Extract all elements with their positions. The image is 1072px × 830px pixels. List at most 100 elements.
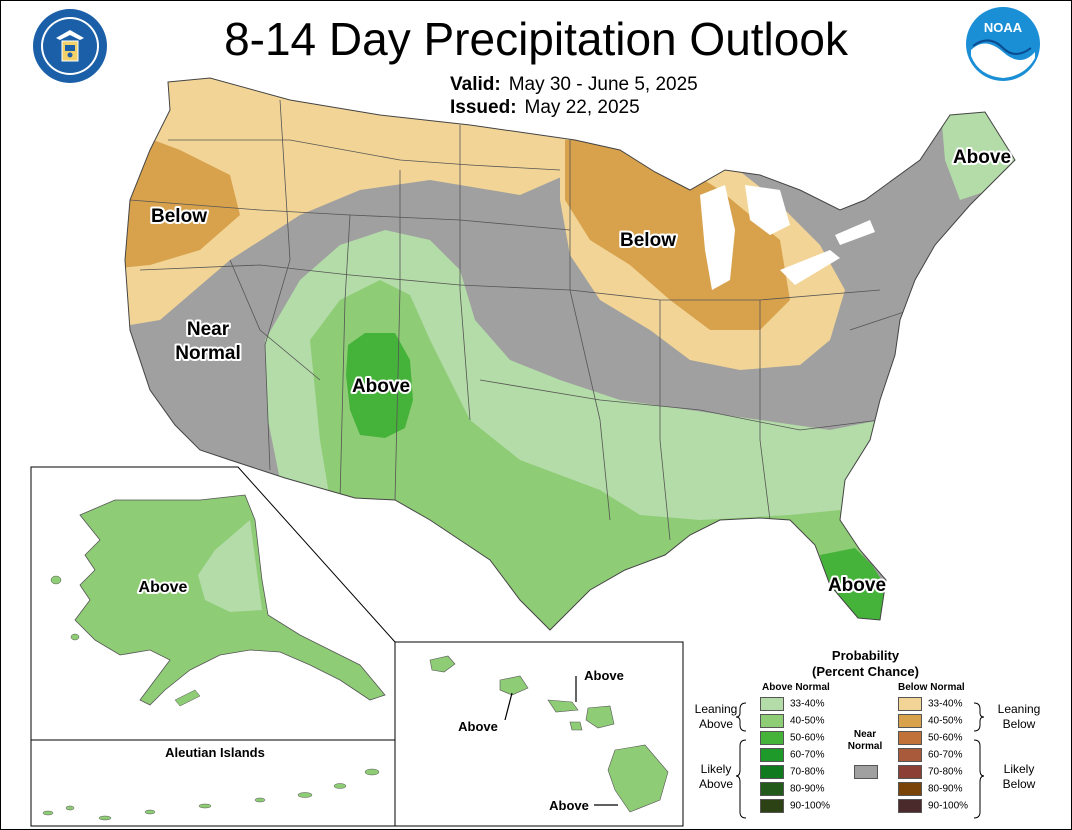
- above-legend-row: 70-80%: [760, 765, 824, 781]
- legend-title-line1: Probability: [831, 648, 900, 663]
- above-legend-swatch: [760, 714, 784, 728]
- valid-label: Valid:: [450, 74, 501, 95]
- maui-island: [585, 705, 615, 729]
- west-below-label: Below: [151, 206, 207, 227]
- above-legend-swatch: [760, 765, 784, 779]
- lake-erie: [780, 250, 840, 285]
- aleutian-title: Aleutian Islands: [165, 745, 265, 760]
- above-legend-swatch: [760, 731, 784, 745]
- hawaii-pointer-2: [504, 692, 513, 721]
- below-legend-label: 90-100%: [928, 800, 969, 812]
- lake-michigan: [700, 185, 735, 290]
- above-normal-header: Above Normal: [762, 682, 830, 693]
- maine-above-label: Above: [953, 147, 1011, 168]
- below-legend-swatch: [898, 731, 922, 745]
- above-legend-swatch: [760, 697, 784, 711]
- above-legend-row: 33-40%: [760, 697, 824, 713]
- above-legend-row: 50-60%: [760, 731, 824, 747]
- southwest-above-label: Above: [352, 376, 410, 397]
- likely-below-line1: Likely: [1003, 762, 1035, 776]
- likely-above-group: Likely Above: [688, 762, 744, 792]
- below-legend-row: 70-80%: [898, 765, 962, 781]
- valid-line: Valid: May 30 - June 5, 2025: [450, 74, 698, 96]
- below-legend-swatch: [898, 714, 922, 728]
- below-legend-swatch: [898, 748, 922, 762]
- noaa-logo-icon: NOAA: [966, 7, 1040, 81]
- legend: Probability (Percent Chance) Above Norma…: [688, 640, 1070, 828]
- below-legend-swatch: [898, 765, 922, 779]
- lanai-island: [569, 721, 583, 731]
- below-legend-label: 60-70%: [928, 749, 963, 761]
- kauai-island: [429, 655, 456, 673]
- legend-title: Probability (Percent Chance): [778, 648, 953, 680]
- below-legend-swatch: [898, 782, 922, 796]
- below-legend-row: 33-40%: [898, 697, 962, 713]
- near-normal-label-2: Normal: [175, 343, 240, 364]
- alaska-inset: Above: [30, 466, 396, 741]
- above-legend-swatch: [760, 799, 784, 813]
- below-legend-label: 50-60%: [928, 732, 963, 744]
- hawaii-above-label-3: Above: [549, 798, 589, 813]
- likely-below-line2: Below: [1002, 777, 1036, 791]
- leaning-above-group: Leaning Above: [688, 702, 744, 732]
- issued-value: May 22, 2025: [524, 97, 640, 118]
- commerce-seal-icon: [33, 9, 107, 83]
- above-legend-row: 90-100%: [760, 799, 830, 815]
- near-normal-swatch: [854, 765, 878, 779]
- above-legend-label: 50-60%: [790, 732, 825, 744]
- oahu-island: [499, 675, 529, 696]
- above-legend-swatch: [760, 782, 784, 796]
- above-legend-row: 60-70%: [760, 748, 824, 764]
- leaning-above-line2: Above: [698, 717, 734, 731]
- issued-label: Issued:: [450, 97, 517, 118]
- lake-ontario: [835, 220, 875, 245]
- likely-below-group: Likely Below: [988, 762, 1050, 792]
- above-legend-row: 80-90%: [760, 782, 824, 798]
- likely-above-line2: Above: [698, 777, 734, 791]
- aleutian-inset: Aleutian Islands: [30, 739, 396, 827]
- conus-outline: [124, 77, 1016, 631]
- below-normal-header: Below Normal: [898, 682, 965, 693]
- molokai-island: [547, 699, 579, 713]
- hawaii-above-label-1: Above: [584, 668, 624, 683]
- above-legend-label: 40-50%: [790, 715, 825, 727]
- issued-line: Issued: May 22, 2025: [450, 97, 640, 119]
- above-50-florida-area: [820, 548, 888, 622]
- valid-value: May 30 - June 5, 2025: [508, 74, 698, 95]
- alaska-above-33-area: [198, 520, 262, 612]
- great-lakes-below-40-area: [565, 140, 790, 330]
- florida-above-label: Above: [828, 575, 886, 596]
- lake-huron: [745, 185, 790, 235]
- below-legend-label: 40-50%: [928, 715, 963, 727]
- leaning-below-line2: Below: [1002, 717, 1036, 731]
- noaa-logo-text: NOAA: [984, 20, 1023, 35]
- below-legend-row: 60-70%: [898, 748, 962, 764]
- hawaii-above-label-2: Above: [458, 719, 498, 734]
- below-legend-row: 40-50%: [898, 714, 962, 730]
- above-legend-label: 80-90%: [790, 783, 825, 795]
- likely-above-line1: Likely: [700, 762, 732, 776]
- aleutian-islands: [42, 768, 380, 821]
- near-normal-legend-line2: Normal: [847, 741, 883, 752]
- below-legend-swatch: [898, 697, 922, 711]
- above-legend-label: 90-100%: [790, 800, 831, 812]
- great-lakes-below-label: Below: [620, 230, 676, 251]
- near-normal-legend-label: Near Normal: [840, 729, 890, 753]
- alaska-above-label: Above: [139, 579, 188, 596]
- leaning-below-group: Leaning Below: [988, 702, 1050, 732]
- big-island: [607, 744, 669, 813]
- above-legend-label: 70-80%: [790, 766, 825, 778]
- above-legend-label: 60-70%: [790, 749, 825, 761]
- legend-braces: [735, 702, 985, 819]
- above-legend-label: 33-40%: [790, 698, 825, 710]
- above-legend-row: 40-50%: [760, 714, 824, 730]
- below-legend-label: 33-40%: [928, 698, 963, 710]
- below-legend-swatch: [898, 799, 922, 813]
- leaning-above-line1: Leaning: [694, 702, 738, 716]
- page-title: 8-14 Day Precipitation Outlook: [224, 13, 848, 65]
- below-legend-label: 80-90%: [928, 783, 963, 795]
- near-normal-label-1: Near: [187, 319, 230, 340]
- hawaii-inset: Above Above Above: [394, 641, 684, 827]
